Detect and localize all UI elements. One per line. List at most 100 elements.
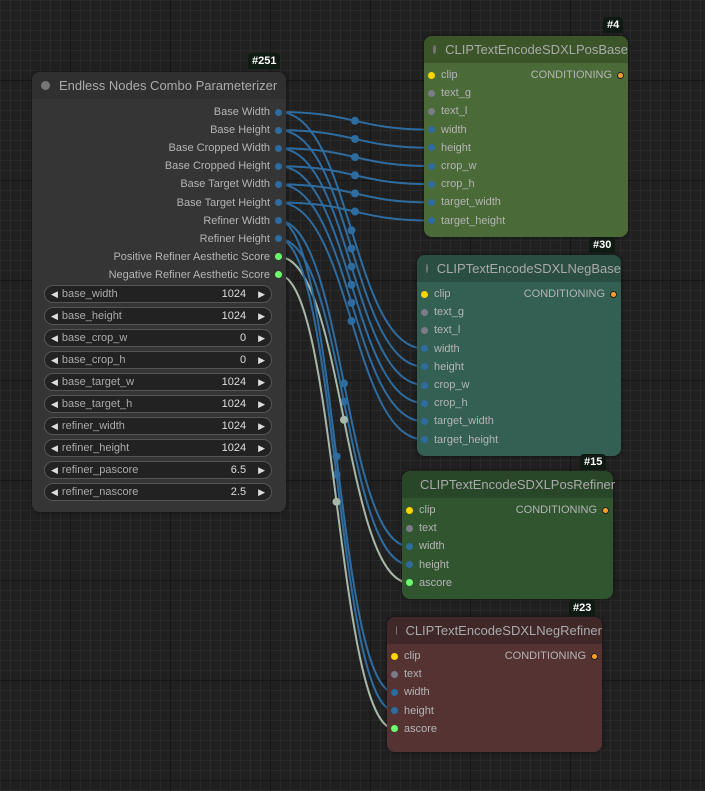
output-dot-icon[interactable]	[275, 217, 282, 225]
input-dot-icon[interactable]	[406, 561, 413, 569]
output-slot[interactable]: Base Cropped Width	[169, 139, 282, 157]
collapse-dot-icon[interactable]	[426, 264, 428, 273]
input-slot-width[interactable]: width	[406, 537, 445, 555]
input-slot-width[interactable]: width	[391, 683, 430, 701]
widget-value[interactable]: 1024	[221, 376, 247, 388]
output-slot[interactable]: Base Target Width	[180, 175, 282, 193]
increment-arrow-icon[interactable]: ▶	[258, 398, 265, 409]
input-dot-icon[interactable]	[391, 670, 398, 678]
increment-arrow-icon[interactable]: ▶	[258, 420, 265, 431]
input-slot-width[interactable]: width	[421, 340, 460, 358]
input-dot-icon[interactable]	[428, 107, 435, 115]
decrement-arrow-icon[interactable]: ◀	[51, 376, 58, 387]
input-dot-icon[interactable]	[421, 399, 428, 407]
input-dot-icon[interactable]	[428, 89, 435, 97]
decrement-arrow-icon[interactable]: ◀	[51, 486, 58, 497]
increment-arrow-icon[interactable]: ▶	[258, 442, 265, 453]
clip-text-encode-sdxl-neg-refiner-node[interactable]: CLIPTextEncodeSDXLNegRefiner CONDITIONING…	[387, 617, 602, 752]
input-slot-crop-h[interactable]: crop_h	[428, 175, 475, 193]
increment-arrow-icon[interactable]: ▶	[258, 354, 265, 365]
output-slot[interactable]: Refiner Height	[200, 230, 282, 248]
widget-value[interactable]: 0	[239, 332, 247, 344]
output-dot-icon[interactable]	[602, 506, 609, 514]
number-widget-refiner-height[interactable]: ◀ refiner_height 1024 ▶	[44, 439, 272, 457]
clip-text-encode-sdxl-pos-refiner-node[interactable]: CLIPTextEncodeSDXLPosRefiner CONDITIONING…	[402, 471, 615, 599]
output-dot-icon[interactable]	[610, 290, 617, 298]
number-widget-refiner-nascore[interactable]: ◀ refiner_nascore 2.5 ▶	[44, 483, 272, 501]
clip-text-encode-sdxl-neg-base-node[interactable]: CLIPTextEncodeSDXLNegBase CONDITIONING cli…	[417, 255, 621, 456]
decrement-arrow-icon[interactable]: ◀	[51, 354, 58, 365]
clip-text-encode-sdxl-pos-base-node[interactable]: CLIPTextEncodeSDXLPosBase CONDITIONING cli…	[424, 36, 628, 237]
input-slot-crop-h[interactable]: crop_h	[421, 394, 468, 412]
input-dot-icon[interactable]	[428, 144, 435, 152]
input-dot-icon[interactable]	[391, 652, 398, 660]
output-slot[interactable]: Negative Refiner Aesthetic Score	[109, 266, 282, 284]
input-dot-icon[interactable]	[428, 198, 435, 206]
input-slot-text-g[interactable]: text_g	[421, 303, 464, 321]
input-dot-icon[interactable]	[421, 381, 428, 389]
input-dot-icon[interactable]	[421, 326, 428, 334]
input-slot-height[interactable]: height	[391, 702, 434, 720]
combo-parameterizer-node[interactable]: Endless Nodes Combo Parameterizer Base W…	[32, 72, 286, 512]
output-slot[interactable]: Base Height	[210, 121, 282, 139]
output-slot[interactable]: Base Target Height	[177, 194, 282, 212]
output-dot-icon[interactable]	[275, 144, 282, 152]
input-dot-icon[interactable]	[428, 126, 435, 134]
increment-arrow-icon[interactable]: ▶	[258, 464, 265, 475]
node-title-bar[interactable]: CLIPTextEncodeSDXLNegBase	[417, 255, 621, 282]
collapse-dot-icon[interactable]	[433, 45, 437, 54]
input-slot-clip[interactable]: clip	[421, 285, 451, 303]
output-slot[interactable]: Refiner Width	[203, 212, 282, 230]
input-dot-icon[interactable]	[421, 436, 428, 444]
widget-value[interactable]: 6.5	[230, 464, 247, 476]
output-dot-icon[interactable]	[591, 652, 598, 660]
input-slot-text-l[interactable]: text_l	[421, 321, 460, 339]
number-widget-base-crop-w[interactable]: ◀ base_crop_w 0 ▶	[44, 329, 272, 347]
input-slot-text-g[interactable]: text_g	[428, 84, 471, 102]
decrement-arrow-icon[interactable]: ◀	[51, 310, 58, 321]
decrement-arrow-icon[interactable]: ◀	[51, 420, 58, 431]
output-slot-conditioning[interactable]: CONDITIONING	[524, 285, 617, 303]
input-dot-icon[interactable]	[391, 688, 398, 696]
decrement-arrow-icon[interactable]: ◀	[51, 442, 58, 453]
input-slot-ascore[interactable]: ascore	[406, 574, 452, 592]
input-slot-target-width[interactable]: target_width	[421, 412, 494, 430]
input-dot-icon[interactable]	[428, 162, 435, 170]
decrement-arrow-icon[interactable]: ◀	[51, 332, 58, 343]
increment-arrow-icon[interactable]: ▶	[258, 310, 265, 321]
input-slot-clip[interactable]: clip	[391, 647, 421, 665]
decrement-arrow-icon[interactable]: ◀	[51, 398, 58, 409]
number-widget-base-crop-h[interactable]: ◀ base_crop_h 0 ▶	[44, 351, 272, 369]
input-dot-icon[interactable]	[406, 542, 413, 550]
input-dot-icon[interactable]	[421, 345, 428, 353]
output-dot-icon[interactable]	[617, 71, 624, 79]
input-dot-icon[interactable]	[421, 417, 428, 425]
input-slot-height[interactable]: height	[406, 556, 449, 574]
input-dot-icon[interactable]	[406, 506, 413, 514]
node-title-bar[interactable]: CLIPTextEncodeSDXLPosRefiner	[402, 471, 615, 498]
collapse-dot-icon[interactable]	[41, 81, 50, 90]
input-slot-height[interactable]: height	[421, 358, 464, 376]
decrement-arrow-icon[interactable]: ◀	[51, 288, 58, 299]
input-slot-text[interactable]: text	[391, 665, 422, 683]
output-dot-icon[interactable]	[275, 253, 282, 261]
input-slot-target-height[interactable]: target_height	[421, 431, 498, 449]
output-dot-icon[interactable]	[275, 199, 282, 206]
output-slot-conditioning[interactable]: CONDITIONING	[531, 66, 624, 84]
number-widget-base-width[interactable]: ◀ base_width 1024 ▶	[44, 285, 272, 303]
number-widget-base-height[interactable]: ◀ base_height 1024 ▶	[44, 307, 272, 325]
input-slot-target-width[interactable]: target_width	[428, 193, 501, 211]
input-slot-ascore[interactable]: ascore	[391, 720, 437, 738]
output-slot[interactable]: Base Cropped Height	[165, 157, 282, 175]
input-slot-clip[interactable]: clip	[428, 66, 458, 84]
output-dot-icon[interactable]	[275, 271, 282, 279]
input-slot-clip[interactable]: clip	[406, 501, 436, 519]
node-title-bar[interactable]: Endless Nodes Combo Parameterizer	[32, 72, 286, 99]
decrement-arrow-icon[interactable]: ◀	[51, 464, 58, 475]
widget-value[interactable]: 1024	[221, 442, 247, 454]
input-slot-target-height[interactable]: target_height	[428, 212, 505, 230]
input-dot-icon[interactable]	[421, 308, 428, 316]
increment-arrow-icon[interactable]: ▶	[258, 376, 265, 387]
number-widget-base-target-h[interactable]: ◀ base_target_h 1024 ▶	[44, 395, 272, 413]
node-title-bar[interactable]: CLIPTextEncodeSDXLPosBase	[424, 36, 628, 63]
